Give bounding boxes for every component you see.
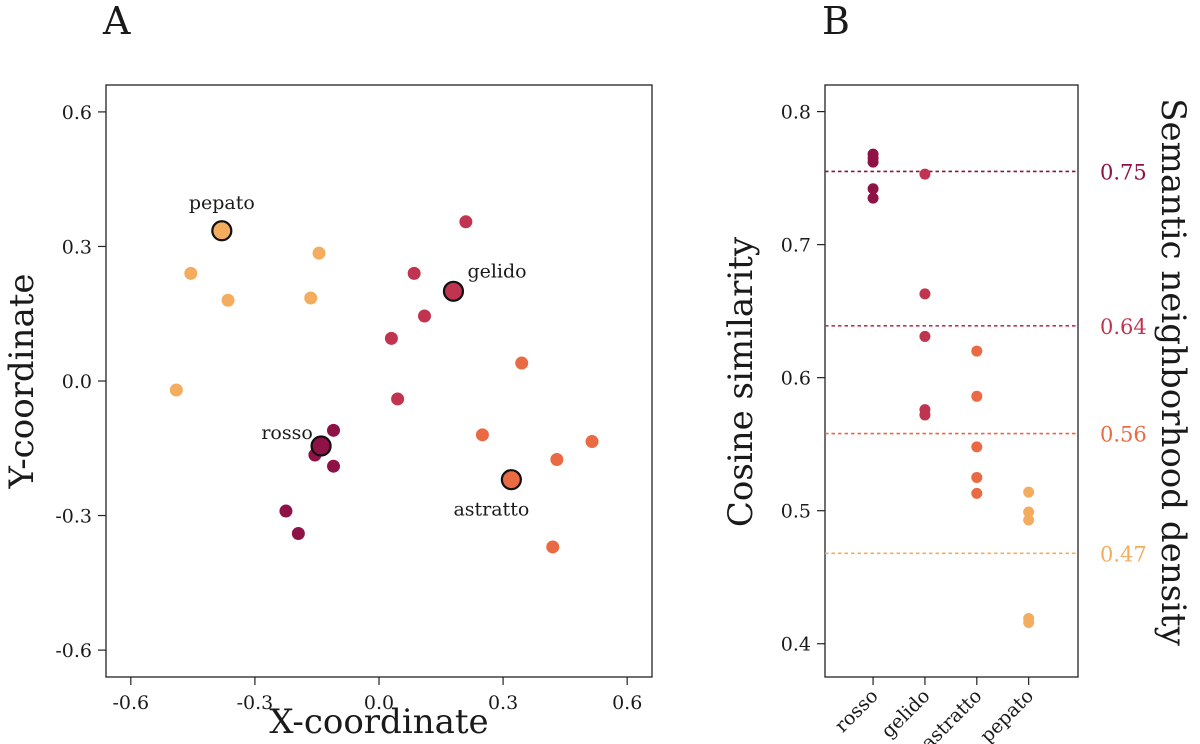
- gelido-neighbor-point: [418, 309, 431, 323]
- astratto-word-label: astratto: [453, 499, 529, 521]
- y-tick-label: -0.3: [55, 506, 92, 528]
- panel-b-plot-frame: [824, 84, 1079, 678]
- astratto-neighbor-point: [550, 452, 564, 466]
- astratto-similarity-point: [971, 441, 983, 453]
- pepato-neighbor-point: [304, 291, 318, 305]
- pepato-neighbor-point: [169, 383, 183, 397]
- gelido-similarity-point: [919, 330, 931, 342]
- gelido-neighbor-point: [384, 331, 398, 345]
- panel-b-points: [867, 148, 1035, 628]
- x-tick-label: 0.3: [488, 692, 518, 714]
- astratto-similarity-point: [971, 390, 983, 402]
- pepato-neighbor-point: [184, 266, 198, 280]
- pepato-word-label: pepato: [189, 192, 255, 214]
- astratto-neighbor-point: [515, 356, 529, 370]
- pepato-neighbor-point: [221, 293, 235, 307]
- rosso-neighbor-point: [279, 504, 293, 518]
- panel-a-plot-frame: [105, 84, 653, 678]
- rosso-target-point: [310, 435, 332, 457]
- panel-b: B 0.40.50.60.70.8rossogelidoastrattopepa…: [721, 0, 1193, 744]
- gelido-density-value: 0.64: [1100, 315, 1147, 339]
- gelido-neighbor-point: [459, 215, 473, 229]
- gelido-neighbor-point: [391, 392, 405, 406]
- x-tick-label: 0.0: [364, 692, 394, 714]
- panel-a-axes: -0.6 -0.3 0.0 0.3 0.6 -0.6 -0.3 0.0 0.3 0.6: [55, 102, 642, 714]
- panel-b-y-axis-title: Cosine similarity: [721, 236, 761, 527]
- panel-a: A -0.6 -0.3 0.0 0.3 0.6 -0.6 -0.3 0.0 0.3 0.6 ros…: [2, 0, 653, 742]
- astratto-similarity-point: [971, 487, 983, 499]
- astratto-density-value: 0.56: [1100, 423, 1147, 447]
- gelido-word-label: gelido: [467, 260, 526, 282]
- x-tick-label: -0.6: [112, 692, 149, 714]
- rosso-similarity-point: [867, 183, 879, 195]
- pepato-similarity-point: [1023, 514, 1035, 526]
- category-label-rosso: rosso: [831, 685, 883, 737]
- pepato-neighbor-point: [312, 246, 326, 260]
- astratto-similarity-point: [971, 345, 983, 357]
- panel-a-x-axis-title: X-coordinate: [269, 702, 488, 742]
- astratto-neighbor-point: [475, 428, 489, 442]
- category-label-pepato: pepato: [976, 685, 1038, 744]
- y-tick-label: 0.5: [781, 501, 811, 523]
- pepato-density-value: 0.47: [1100, 542, 1147, 566]
- x-tick-label: -0.3: [237, 692, 274, 714]
- y-tick-label: 0.0: [62, 371, 92, 393]
- rosso-similarity-point: [867, 192, 879, 204]
- gelido-similarity-point: [919, 168, 931, 180]
- astratto-neighbor-point: [546, 540, 560, 554]
- pepato-similarity-point: [1023, 616, 1035, 628]
- y-tick-label: 0.6: [62, 102, 92, 124]
- y-tick-label: 0.4: [781, 634, 811, 656]
- y-tick-label: -0.6: [55, 640, 92, 662]
- rosso-word-label: rosso: [261, 422, 312, 444]
- y-tick-label: 0.6: [781, 368, 811, 390]
- panel-a-title: A: [102, 0, 131, 43]
- panel-b-title: B: [822, 0, 850, 43]
- pepato-target-point: [211, 220, 233, 242]
- astratto-neighbor-point: [585, 435, 599, 449]
- panel-b-secondary-axis-title: Semantic neighborhood density: [1153, 98, 1193, 646]
- rosso-density-value: 0.75: [1100, 160, 1147, 184]
- gelido-neighbor-point: [407, 266, 421, 280]
- y-tick-label: 0.3: [62, 236, 92, 258]
- rosso-neighbor-point: [291, 526, 305, 540]
- rosso-neighbor-point: [327, 459, 340, 473]
- astratto-target-point: [500, 469, 522, 491]
- gelido-similarity-point: [919, 409, 931, 421]
- panel-a-points: rosso gelido astratto pepato: [169, 192, 599, 554]
- astratto-similarity-point: [971, 471, 983, 483]
- panel-a-y-axis-title: Y-coordinate: [2, 273, 42, 489]
- pepato-similarity-point: [1023, 506, 1035, 518]
- x-tick-label: 0.6: [612, 692, 642, 714]
- rosso-similarity-point: [867, 156, 879, 168]
- panel-b-density-lines: 0.75 0.64 0.56 0.47: [825, 160, 1147, 566]
- gelido-target-point: [442, 280, 465, 302]
- pepato-similarity-point: [1023, 486, 1035, 498]
- y-tick-label: 0.7: [781, 235, 811, 257]
- rosso-neighbor-point: [327, 423, 340, 437]
- y-tick-label: 0.8: [781, 102, 811, 124]
- gelido-similarity-point: [919, 288, 931, 300]
